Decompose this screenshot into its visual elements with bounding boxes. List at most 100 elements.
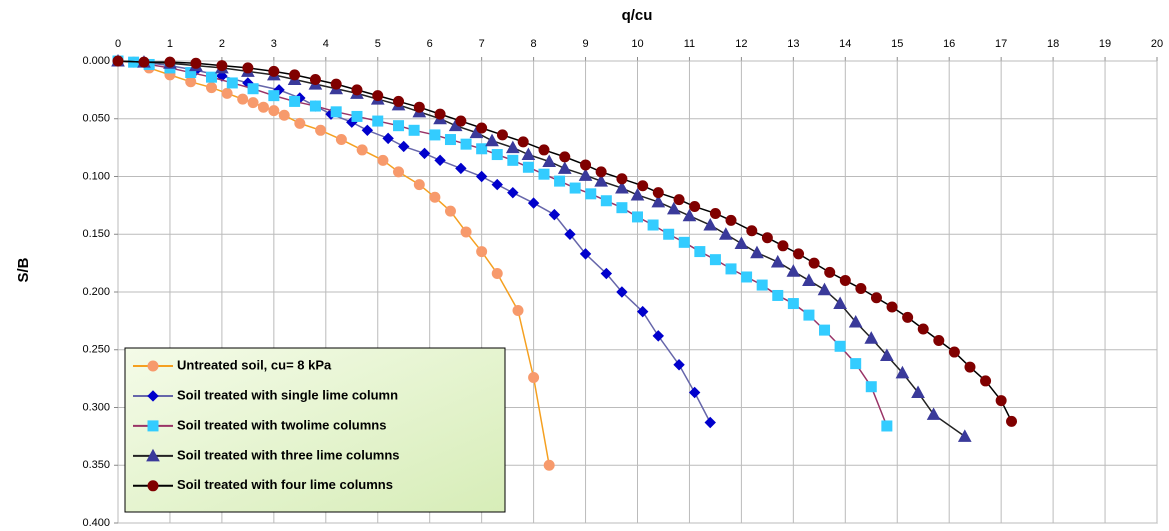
marker: [616, 202, 628, 214]
marker: [682, 208, 697, 222]
marker: [190, 57, 202, 69]
marker: [429, 191, 441, 203]
y-axis-title: S/B: [15, 257, 32, 282]
marker: [594, 174, 608, 187]
marker: [444, 205, 456, 217]
marker: [289, 69, 301, 81]
marker: [663, 228, 675, 240]
marker: [819, 324, 831, 336]
marker: [839, 274, 851, 286]
marker: [408, 124, 420, 136]
marker: [206, 71, 218, 83]
marker: [507, 186, 519, 199]
marker: [226, 77, 238, 89]
marker: [881, 420, 893, 432]
marker: [413, 101, 425, 113]
marker: [718, 227, 733, 240]
marker: [309, 73, 321, 85]
marker: [964, 361, 976, 373]
marker: [734, 236, 749, 249]
x-tick-label: 19: [1099, 38, 1111, 50]
marker: [864, 331, 879, 344]
x-axis-title: q/cu: [622, 7, 653, 24]
marker: [585, 188, 597, 200]
marker: [542, 154, 557, 167]
series-line: [117, 60, 888, 427]
marker: [485, 133, 499, 147]
marker: [147, 480, 159, 492]
marker: [926, 407, 941, 420]
marker: [725, 214, 737, 226]
marker: [393, 95, 405, 107]
y-tick-label: 0.150: [82, 228, 110, 240]
marker: [600, 267, 613, 280]
marker: [995, 395, 1007, 407]
marker: [772, 289, 784, 301]
marker: [886, 301, 898, 313]
marker: [528, 371, 540, 383]
marker: [895, 365, 910, 379]
x-tick-label: 12: [735, 38, 747, 50]
marker: [434, 154, 446, 167]
legend-label: Untreated soil, cu= 8 kPa: [177, 357, 332, 372]
marker: [455, 115, 467, 127]
marker: [268, 65, 280, 77]
marker: [351, 110, 363, 122]
x-tick-label: 18: [1047, 38, 1059, 50]
marker: [616, 173, 628, 185]
marker: [833, 296, 847, 310]
marker: [688, 386, 701, 399]
marker: [746, 225, 758, 237]
y-tick-label: 0.100: [82, 170, 110, 182]
marker: [980, 375, 992, 387]
y-tick-label: 0.400: [82, 517, 110, 529]
marker: [278, 109, 290, 121]
x-tick-label: 16: [943, 38, 955, 50]
marker: [491, 178, 503, 191]
marker: [1006, 415, 1018, 427]
marker: [786, 264, 801, 277]
marker: [756, 279, 768, 291]
legend-label: Soil treated with three lime columns: [177, 447, 400, 462]
marker: [309, 100, 321, 112]
marker: [630, 187, 645, 201]
marker: [579, 248, 592, 260]
marker: [808, 257, 820, 269]
marker: [330, 106, 342, 118]
legend-label: Soil treated with twolime columns: [177, 417, 386, 432]
marker: [164, 56, 176, 68]
marker: [559, 151, 571, 163]
y-tick-label: 0.250: [82, 344, 110, 356]
marker: [221, 87, 233, 99]
x-tick-label: 7: [479, 38, 485, 50]
marker: [600, 195, 612, 207]
marker: [460, 138, 472, 150]
marker: [636, 305, 649, 318]
x-tick-label: 17: [995, 38, 1007, 50]
x-tick-label: 0: [115, 38, 121, 50]
marker: [902, 311, 914, 323]
marker: [147, 420, 159, 432]
marker: [512, 304, 524, 316]
x-tick-label: 15: [891, 38, 903, 50]
marker: [268, 105, 280, 117]
marker: [802, 273, 816, 286]
marker: [393, 166, 405, 178]
marker: [632, 211, 643, 223]
marker: [361, 124, 374, 137]
marker: [268, 90, 280, 102]
marker: [704, 416, 716, 429]
y-tick-label: 0.050: [82, 113, 110, 125]
legend-label: Soil treated with single lime column: [177, 387, 398, 402]
marker: [673, 359, 685, 371]
marker: [564, 228, 576, 240]
y-tick-label: 0.000: [82, 55, 110, 67]
marker: [709, 254, 721, 266]
marker: [673, 194, 685, 206]
marker: [870, 292, 882, 304]
marker: [652, 187, 664, 199]
marker: [377, 154, 389, 166]
marker: [527, 197, 540, 209]
marker: [855, 283, 867, 295]
x-tick-label: 5: [375, 38, 381, 50]
